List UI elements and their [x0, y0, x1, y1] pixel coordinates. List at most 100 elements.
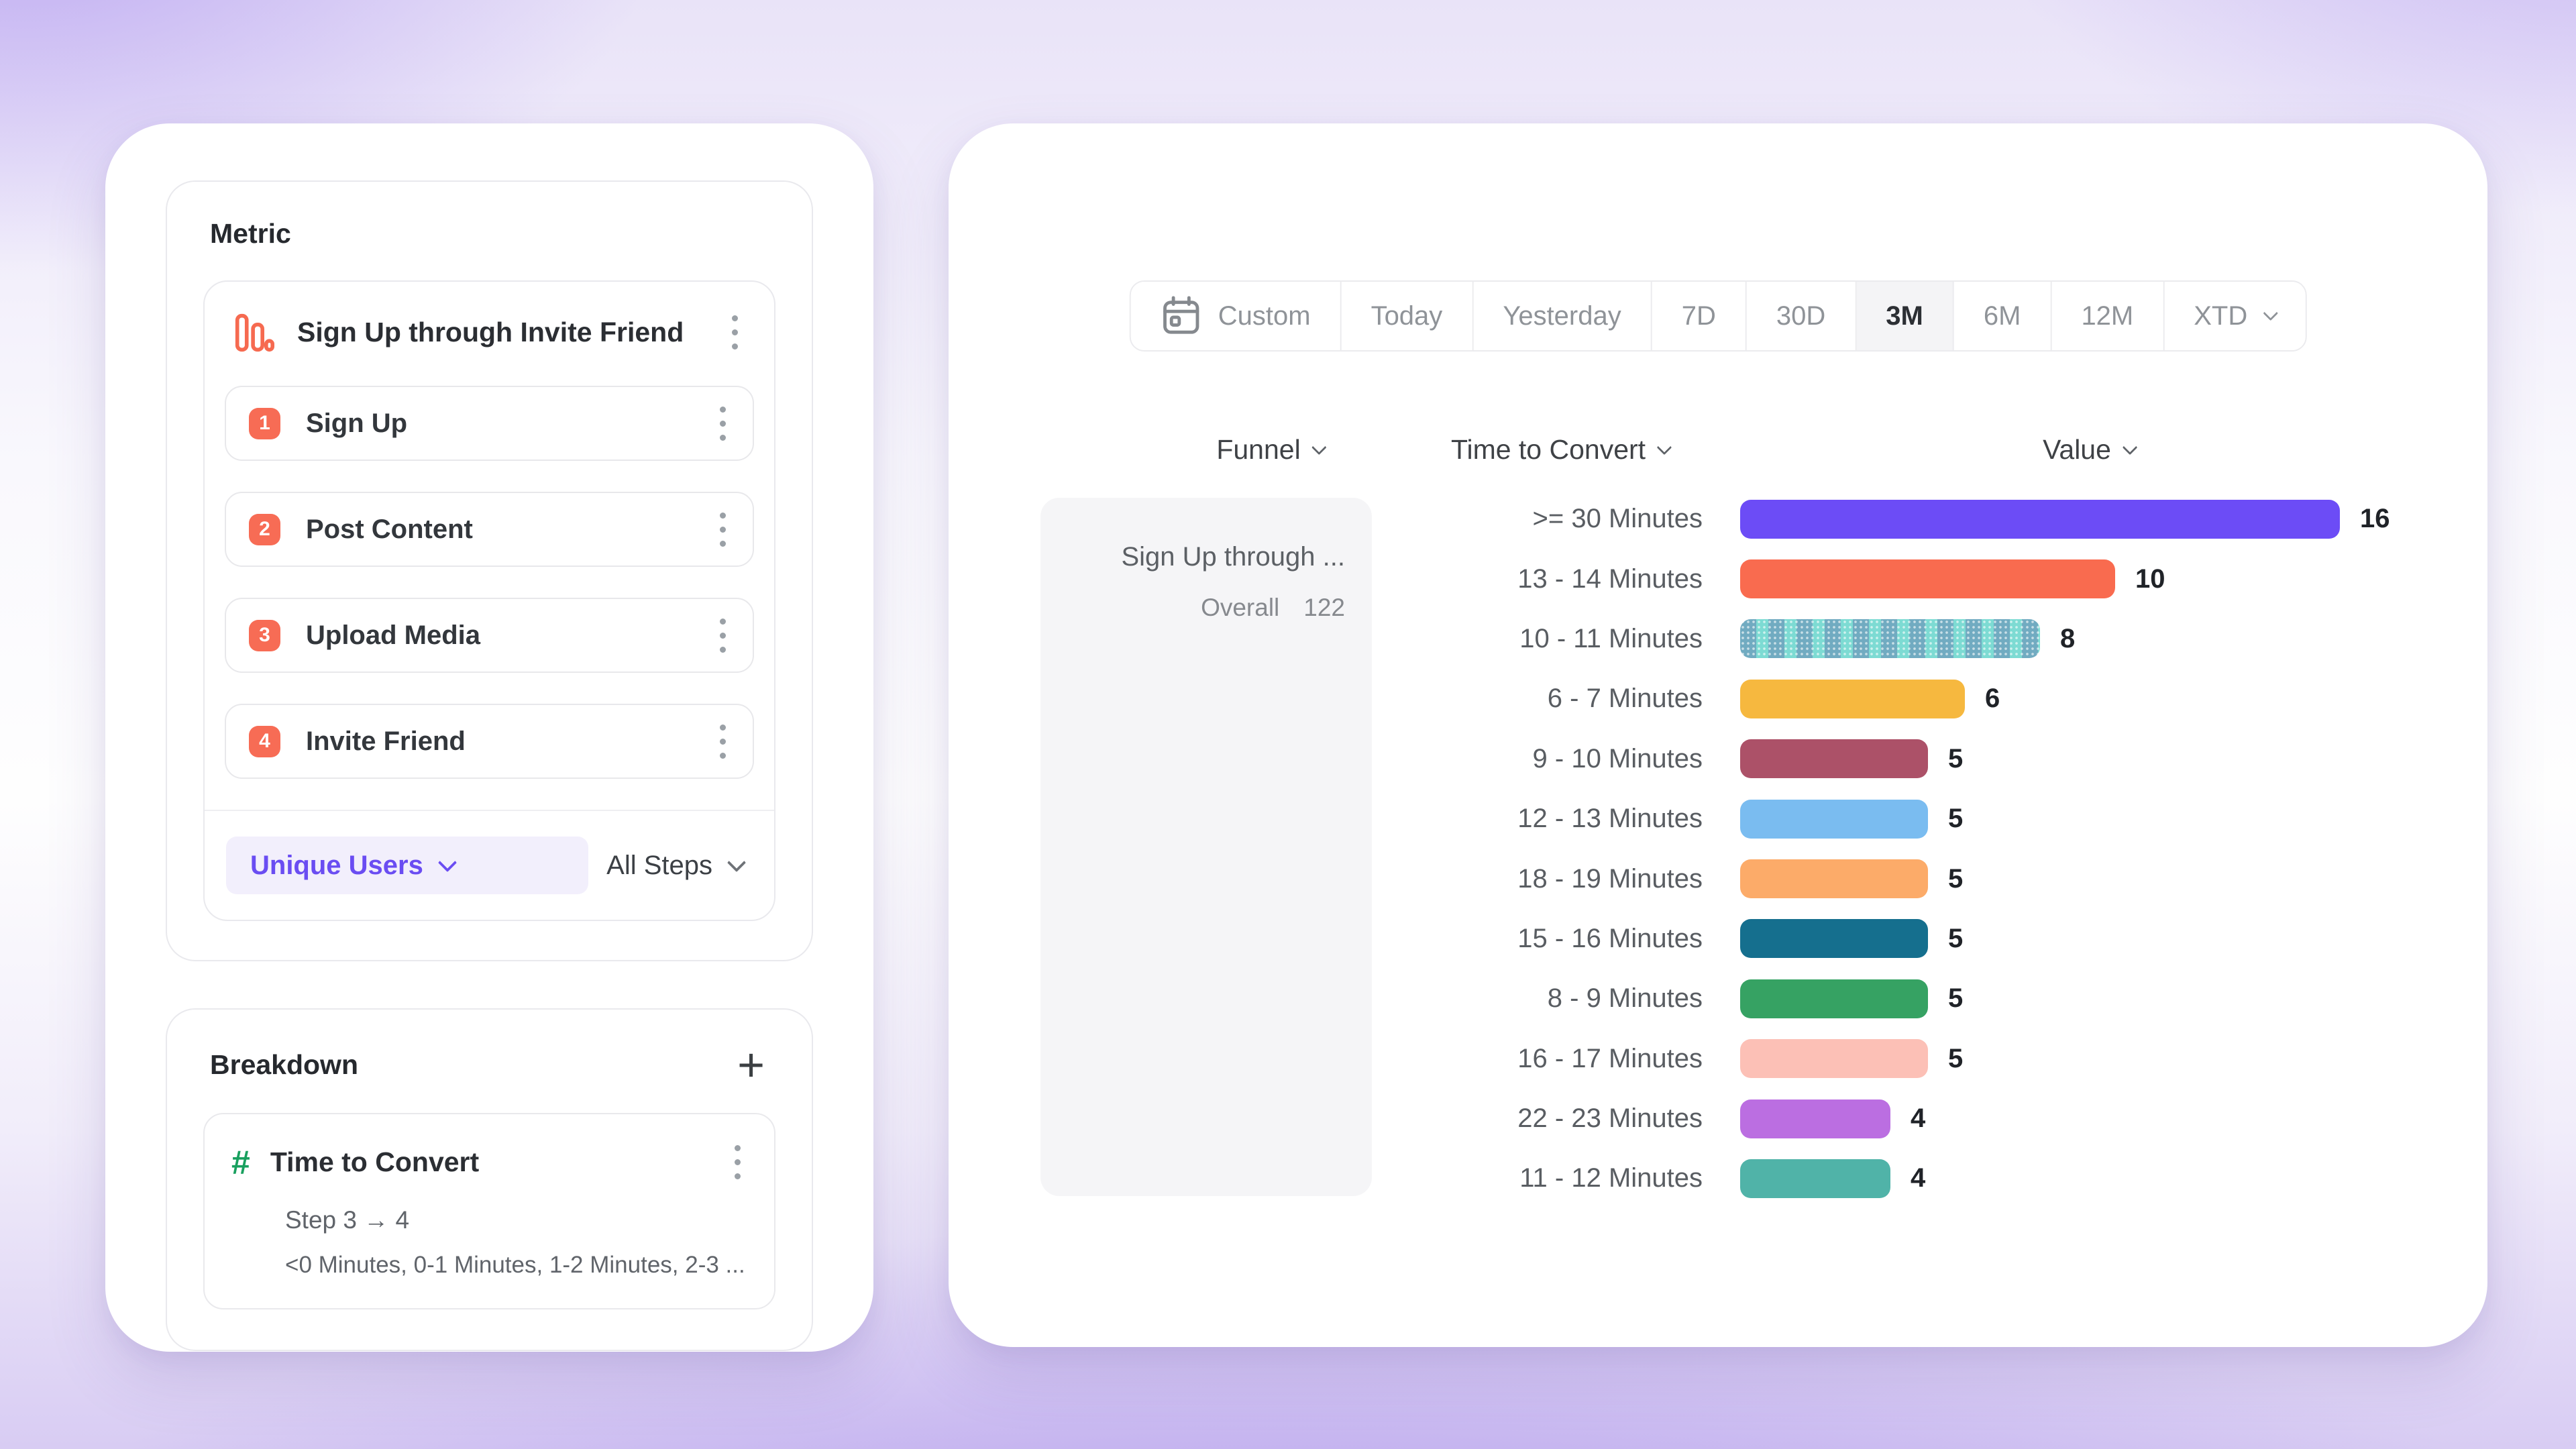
step-menu-button[interactable]	[710, 719, 735, 764]
funnel-step-card[interactable]: 3 Upload Media	[225, 598, 754, 673]
range-button-label: Custom	[1218, 301, 1311, 331]
report-panel: Custom Today Yesterday 7D 30D 3M 6M 12M XTD Funn…	[949, 123, 2487, 1347]
bucket-label: 6 - 7 Minutes	[1547, 684, 1703, 714]
column-header-value[interactable]: Value	[2039, 433, 2139, 466]
value-bar[interactable]	[1740, 619, 2040, 659]
bucket-label: 11 - 12 Minutes	[1519, 1163, 1703, 1193]
column-header-funnel[interactable]: Funnel	[1212, 433, 1328, 466]
funnel-title: Sign Up through Invite Friend	[297, 317, 684, 347]
bucket-label: 10 - 11 Minutes	[1519, 623, 1703, 653]
steps-filter-label: All Steps	[606, 850, 712, 880]
chart-row: 16 - 17 Minutes 5	[949, 1029, 2487, 1089]
range-button-7d[interactable]: 7D	[1652, 282, 1747, 350]
funnel-step-card[interactable]: 4 Invite Friend	[225, 704, 754, 779]
value-bar[interactable]	[1740, 919, 1928, 959]
value-bar[interactable]	[1740, 1099, 1890, 1138]
funnel-menu-button[interactable]	[722, 310, 747, 355]
step-menu-button[interactable]	[710, 507, 735, 552]
step-menu-button[interactable]	[710, 401, 735, 446]
chart-row: 18 - 19 Minutes 5	[949, 849, 2487, 908]
breakdown-panel: Breakdown + # Time to Convert Step 3 → 4…	[166, 1008, 813, 1351]
value-bar[interactable]	[1740, 1039, 1928, 1079]
range-button-label: 3M	[1886, 301, 1923, 331]
value-bar[interactable]	[1740, 739, 1928, 779]
value-label: 8	[2060, 623, 2076, 653]
column-header-time-to-convert[interactable]: Time to Convert	[1447, 433, 1674, 466]
value-label: 5	[1948, 1043, 1964, 1073]
chart-row: 22 - 23 Minutes 4	[949, 1089, 2487, 1148]
funnel-step-card[interactable]: 1 Sign Up	[225, 386, 754, 461]
metric-panel: Metric Sign Up through Invite Friend 1 Si…	[166, 180, 813, 961]
breakdown-item-header: # Time to Convert	[231, 1140, 750, 1185]
value-bar[interactable]	[1740, 859, 1928, 899]
funnel-group-title: Sign Up through ...	[1121, 542, 1345, 572]
range-button-12m[interactable]: 12M	[2051, 282, 2165, 350]
breakdown-buckets-preview: <0 Minutes, 0-1 Minutes, 1-2 Minutes, 2-…	[285, 1252, 745, 1278]
range-button-label: Today	[1371, 301, 1443, 331]
breakdown-step-range: Step 3 → 4	[285, 1206, 410, 1234]
bucket-label: 13 - 14 Minutes	[1517, 564, 1703, 594]
range-button-yesterday[interactable]: Yesterday	[1473, 282, 1652, 350]
value-label: 10	[2135, 564, 2165, 594]
bucket-label: 15 - 16 Minutes	[1517, 923, 1703, 953]
value-bar[interactable]	[1740, 679, 1965, 718]
range-button-6m[interactable]: 6M	[1953, 282, 2052, 350]
value-bar[interactable]	[1740, 799, 1928, 839]
bucket-label: 22 - 23 Minutes	[1517, 1104, 1703, 1134]
funnel-steps-list: 1 Sign Up 2 Post Content 3 Upload Media 4 Invit…	[225, 386, 754, 779]
query-builder-panel: Metric Sign Up through Invite Friend 1 Si…	[105, 123, 873, 1352]
hash-icon: #	[231, 1143, 250, 1181]
range-button-xtd[interactable]: XTD	[2164, 282, 2306, 350]
chevron-down-icon	[2122, 439, 2138, 455]
chevron-down-icon	[437, 853, 458, 873]
measurement-select[interactable]: Unique Users	[226, 837, 588, 894]
range-button-label: 7D	[1681, 301, 1716, 331]
value-bar[interactable]	[1740, 499, 2340, 539]
steps-filter-select[interactable]: All Steps	[602, 850, 747, 881]
value-label: 5	[1948, 804, 1964, 834]
chart-row: 11 - 12 Minutes 4	[949, 1148, 2487, 1208]
value-label: 4	[1911, 1104, 1926, 1134]
breakdown-menu-button[interactable]	[725, 1140, 750, 1185]
funnel-step-card[interactable]: 2 Post Content	[225, 492, 754, 567]
divider	[205, 810, 774, 811]
value-bar[interactable]	[1740, 979, 1928, 1018]
add-breakdown-button[interactable]: +	[733, 1041, 769, 1088]
funnel-group-cell: Sign Up through ... Overall 122	[1040, 498, 1372, 1196]
range-button-custom[interactable]: Custom	[1130, 282, 1342, 350]
value-label: 5	[1948, 863, 1964, 894]
chart-row: 9 - 10 Minutes 5	[949, 729, 2487, 789]
funnel-footer-row: Unique Users All Steps	[225, 837, 754, 894]
range-button-30d[interactable]: 30D	[1746, 282, 1857, 350]
range-button-label: 6M	[1983, 301, 2021, 331]
value-label: 5	[1948, 923, 1964, 953]
chevron-down-icon	[1311, 439, 1328, 455]
step-label: Sign Up	[306, 408, 408, 438]
step-menu-button[interactable]	[710, 613, 735, 658]
bucket-label: 9 - 10 Minutes	[1532, 743, 1703, 773]
breakdown-item-title: Time to Convert	[270, 1146, 480, 1177]
column-header-label: Funnel	[1216, 434, 1301, 465]
chevron-down-icon	[727, 853, 747, 873]
value-label: 16	[2360, 504, 2390, 534]
value-label: 4	[1911, 1163, 1926, 1193]
step-number-badge: 4	[249, 725, 280, 757]
bucket-label: >= 30 Minutes	[1532, 504, 1703, 534]
metric-title: Metric	[210, 218, 291, 249]
range-button-label: 12M	[2081, 301, 2134, 331]
bucket-label: 18 - 19 Minutes	[1517, 863, 1703, 894]
range-button-3m[interactable]: 3M	[1856, 282, 1954, 350]
overall-label: Overall	[1201, 594, 1280, 621]
funnel-header-row: Sign Up through Invite Friend	[225, 305, 754, 355]
bucket-label: 16 - 17 Minutes	[1517, 1043, 1703, 1073]
value-label: 5	[1948, 743, 1964, 773]
range-button-today[interactable]: Today	[1341, 282, 1474, 350]
value-bar[interactable]	[1740, 1159, 1890, 1198]
step-label: Post Content	[306, 514, 473, 544]
chart-row: 15 - 16 Minutes 5	[949, 909, 2487, 969]
funnel-overall-row: Overall 122	[1059, 594, 1345, 622]
bar-chart-icon	[234, 313, 274, 353]
breakdown-item-card[interactable]: # Time to Convert Step 3 → 4 <0 Minutes,…	[203, 1113, 775, 1309]
value-bar[interactable]	[1740, 559, 2115, 599]
